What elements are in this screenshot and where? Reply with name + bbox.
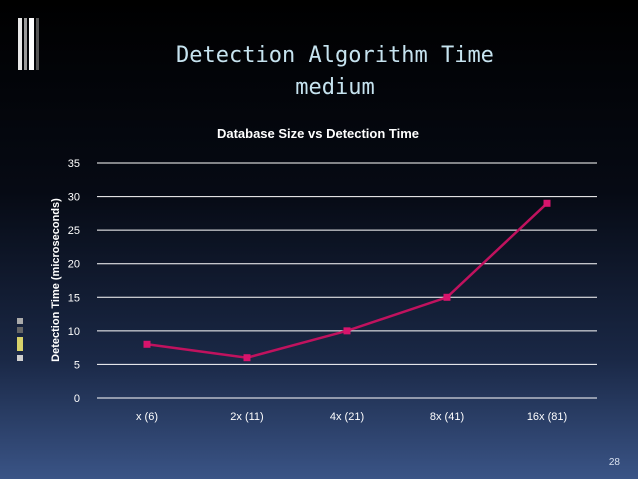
slide-title: Detection Algorithm Time medium bbox=[176, 43, 494, 100]
x-tick-label: 8x (41) bbox=[430, 411, 464, 423]
y-tick-label: 10 bbox=[68, 326, 80, 338]
y-tick-label: 35 bbox=[68, 158, 80, 170]
y-axis-label: Detection Time (microseconds) bbox=[50, 198, 62, 362]
slide-number: 28 bbox=[608, 457, 620, 468]
chart-gridlines bbox=[97, 162, 597, 399]
x-tick-label: 4x (21) bbox=[330, 411, 364, 423]
data-point bbox=[443, 293, 451, 301]
series-line bbox=[146, 202, 548, 359]
chart-series bbox=[143, 199, 551, 362]
y-tick-label: 0 bbox=[74, 393, 80, 405]
decor-bar-white-2 bbox=[29, 18, 34, 70]
data-point bbox=[543, 199, 551, 207]
decor-square-yellow bbox=[17, 337, 23, 351]
x-tick-label: 16x (81) bbox=[527, 411, 567, 423]
decor-square-dark bbox=[17, 327, 23, 333]
data-point bbox=[243, 354, 251, 362]
decor-bar-white bbox=[18, 18, 22, 70]
chart-title: Database Size vs Detection Time bbox=[217, 126, 419, 141]
y-tick-labels: 0 5 10 15 20 25 30 35 bbox=[68, 158, 80, 405]
y-tick-label: 25 bbox=[68, 225, 80, 237]
y-tick-label: 5 bbox=[74, 359, 80, 371]
decor-square-light bbox=[17, 355, 23, 361]
data-point bbox=[143, 340, 151, 348]
x-tick-label: x (6) bbox=[136, 411, 158, 423]
y-tick-label: 20 bbox=[68, 259, 80, 271]
y-tick-label: 15 bbox=[68, 292, 80, 304]
decor-bar-gray bbox=[24, 18, 27, 70]
decor-square-gray bbox=[17, 318, 23, 324]
y-tick-label: 30 bbox=[68, 192, 80, 204]
data-point bbox=[343, 327, 351, 335]
x-tick-label: 2x (11) bbox=[230, 411, 263, 423]
x-tick-labels: x (6) 2x (11) 4x (21) 8x (41) 16x (81) bbox=[136, 411, 567, 423]
decor-bar-dark bbox=[36, 18, 39, 70]
